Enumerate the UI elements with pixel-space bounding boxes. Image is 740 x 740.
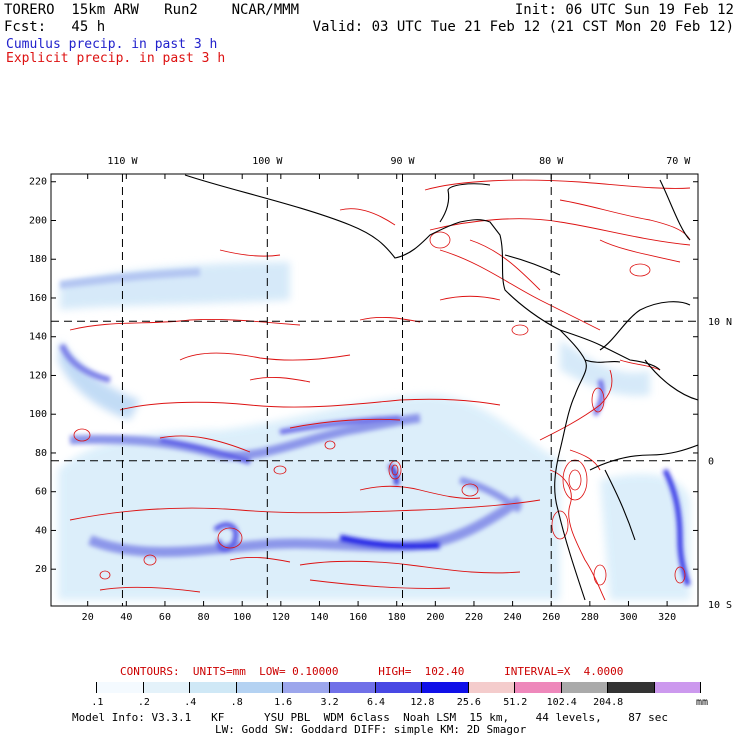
- x-tick-label: 80: [198, 612, 210, 623]
- colorbar-label: 204.8: [593, 697, 624, 708]
- model-info: Model Info: V3.3.1 KF YSU PBL WDM 6class…: [72, 711, 669, 724]
- latlon-grid: [51, 174, 698, 606]
- colorbar-swatch: [190, 682, 237, 693]
- colorbar-swatch: [654, 682, 701, 693]
- y-tick-label: 160: [29, 293, 47, 304]
- colorbar-swatch: [468, 682, 516, 693]
- y-axis: 20 40 60 80 100 120 140 160 180 200 220: [29, 177, 698, 575]
- colorbar-label: .1: [91, 697, 104, 708]
- colorbar-swatch: [236, 682, 284, 693]
- colorbar-swatch: [561, 682, 609, 693]
- longitude-label: 100 W: [252, 156, 283, 167]
- colorbar-swatch: [97, 682, 144, 693]
- x-tick-label: 240: [504, 612, 522, 623]
- x-tick-label: 20: [82, 612, 94, 623]
- longitude-label: 110 W: [107, 156, 138, 167]
- colorbar-label: 25.6: [456, 697, 481, 708]
- colorbar-swatch: [515, 682, 562, 693]
- model-title: TORERO 15km ARW Run2 NCAR/MMM: [4, 2, 300, 18]
- colorbar-swatch: [329, 682, 376, 693]
- explicit-precip-contours: [69, 179, 691, 601]
- x-tick-label: 40: [120, 612, 132, 623]
- colorbar-unit: mm: [696, 697, 709, 708]
- latitude-label: 0: [708, 457, 714, 468]
- coastlines: [184, 174, 698, 601]
- x-axis: 20 40 60 80 100 120 140 160 180 200 220 240 260 280 30…: [82, 174, 676, 623]
- x-tick-label: 140: [310, 612, 328, 623]
- x-tick-label: 160: [349, 612, 367, 623]
- x-tick-label: 200: [426, 612, 444, 623]
- contours-info: CONTOURS: UNITS=mm LOW= 0.10000 HIGH= 10…: [120, 665, 624, 678]
- colorbar-swatch: [422, 682, 469, 693]
- colorbar: [51, 682, 701, 693]
- colorbar-label: 12.8: [410, 697, 435, 708]
- latitude-labels: 10 N 0 10 S: [708, 317, 732, 611]
- colorbar-swatch: [376, 682, 423, 693]
- init-time: Init: 06 UTC Sun 19 Feb 12: [514, 2, 734, 18]
- colorbar-swatch: [51, 682, 98, 693]
- colorbar-label: 51.2: [503, 697, 528, 708]
- x-tick-label: 180: [388, 612, 406, 623]
- x-tick-label: 60: [159, 612, 171, 623]
- latitude-label: 10 N: [708, 317, 732, 328]
- y-tick-label: 60: [35, 487, 47, 498]
- forecast-hour: Fcst: 45 h: [4, 19, 106, 35]
- valid-time: Valid: 03 UTC Tue 21 Feb 12 (21 CST Mon …: [312, 19, 734, 35]
- y-tick-label: 220: [29, 177, 47, 188]
- y-tick-label: 140: [29, 332, 47, 343]
- colorbar-label: .8: [230, 697, 243, 708]
- y-tick-label: 80: [35, 448, 47, 459]
- colorbar-label: .4: [184, 697, 197, 708]
- y-tick-label: 40: [35, 525, 47, 536]
- colorbar-label: .2: [137, 697, 150, 708]
- colorbar-label: 1.6: [274, 697, 293, 708]
- cumulus-heavy-bands: [59, 268, 691, 586]
- y-tick-label: 20: [35, 564, 47, 575]
- x-tick-label: 100: [233, 612, 251, 623]
- x-tick-label: 120: [272, 612, 290, 623]
- colorbar-label: 3.2: [320, 697, 339, 708]
- longitude-label: 70 W: [666, 156, 691, 167]
- y-tick-label: 200: [29, 215, 47, 226]
- colorbar-swatch: [143, 682, 191, 693]
- y-tick-label: 100: [29, 409, 47, 420]
- latitude-label: 10 S: [708, 600, 732, 611]
- plot-frame: [50, 173, 699, 607]
- longitude-label: 90 W: [390, 156, 415, 167]
- y-tick-label: 180: [29, 254, 47, 265]
- explicit-precip-cells: [73, 231, 686, 586]
- longitude-labels: 110 W 100 W 90 W 80 W 70 W: [107, 156, 691, 167]
- colorbar-swatch: [283, 682, 330, 693]
- legend-cumulus: Cumulus precip. in past 3 h: [6, 37, 218, 52]
- colorbar-label: 102.4: [546, 697, 577, 708]
- x-tick-label: 300: [619, 612, 637, 623]
- longitude-label: 80 W: [539, 156, 564, 167]
- x-tick-label: 260: [542, 612, 560, 623]
- x-tick-label: 280: [581, 612, 599, 623]
- y-tick-label: 120: [29, 370, 47, 381]
- colorbar-swatch: [608, 682, 655, 693]
- legend-explicit: Explicit precip. in past 3 h: [6, 51, 226, 66]
- x-tick-label: 220: [465, 612, 483, 623]
- physics-info: LW: Godd SW: Goddard DIFF: simple KM: 2D…: [215, 723, 527, 736]
- colorbar-label: 6.4: [366, 697, 386, 708]
- x-tick-label: 320: [658, 612, 676, 623]
